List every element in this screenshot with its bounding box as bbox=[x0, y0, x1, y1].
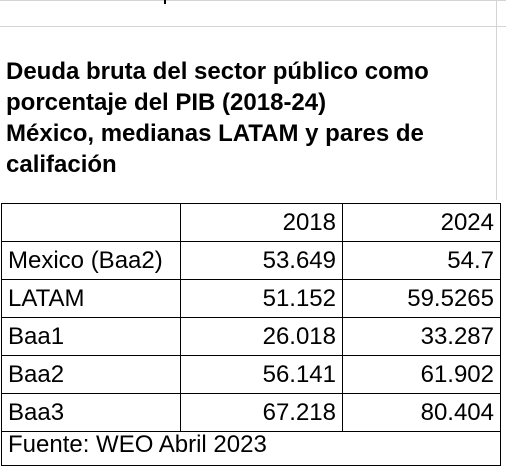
header-cell-2018[interactable]: 2018 bbox=[180, 203, 343, 242]
title-line: califación bbox=[6, 151, 117, 178]
table-row: LATAM 51.152 59.5265 bbox=[1, 279, 501, 318]
header-cell-2024[interactable]: 2024 bbox=[342, 203, 501, 242]
value-2018[interactable]: 56.141 bbox=[180, 355, 343, 394]
table-header-row: 2018 2024 bbox=[1, 203, 501, 242]
row-label[interactable]: LATAM bbox=[1, 279, 181, 318]
value-2024[interactable]: 61.902 bbox=[342, 355, 501, 394]
value-2024[interactable]: 33.287 bbox=[342, 317, 501, 356]
value-2018[interactable]: 67.218 bbox=[180, 393, 343, 432]
value-2024[interactable]: 54.7 bbox=[342, 241, 501, 280]
value-2024[interactable]: 59.5265 bbox=[342, 279, 501, 318]
table-row: Baa1 26.018 33.287 bbox=[1, 317, 501, 356]
value-2018[interactable]: 53.649 bbox=[180, 241, 343, 280]
table-row: Baa3 67.218 80.404 bbox=[1, 393, 501, 432]
row-label[interactable]: Baa2 bbox=[1, 355, 181, 394]
gridline bbox=[0, 26, 506, 27]
row-label[interactable]: Baa1 bbox=[1, 317, 181, 356]
row-label[interactable]: Baa3 bbox=[1, 393, 181, 432]
source-note[interactable]: Fuente: WEO Abril 2023 bbox=[1, 426, 501, 466]
gridline bbox=[0, 0, 506, 1]
table-title: Deuda bruta del sector público como porc… bbox=[6, 56, 496, 180]
title-line: Deuda bruta del sector público como bbox=[6, 58, 429, 85]
value-2018[interactable]: 26.018 bbox=[180, 317, 343, 356]
value-2018[interactable]: 51.152 bbox=[180, 279, 343, 318]
row-label[interactable]: Mexico (Baa2) bbox=[1, 241, 181, 280]
header-cell-empty[interactable] bbox=[1, 203, 181, 242]
title-line: México, medianas LATAM y pares de bbox=[6, 120, 424, 147]
table-row: Baa2 56.141 61.902 bbox=[1, 355, 501, 394]
table-row: Mexico (Baa2) 53.649 54.7 bbox=[1, 241, 501, 280]
title-line: porcentaje del PIB (2018-24) bbox=[6, 89, 327, 116]
gridline bbox=[496, 0, 497, 200]
cell-mark bbox=[164, 0, 166, 4]
value-2024[interactable]: 80.404 bbox=[342, 393, 501, 432]
debt-table: 2018 2024 Mexico (Baa2) 53.649 54.7 LATA… bbox=[1, 203, 501, 432]
